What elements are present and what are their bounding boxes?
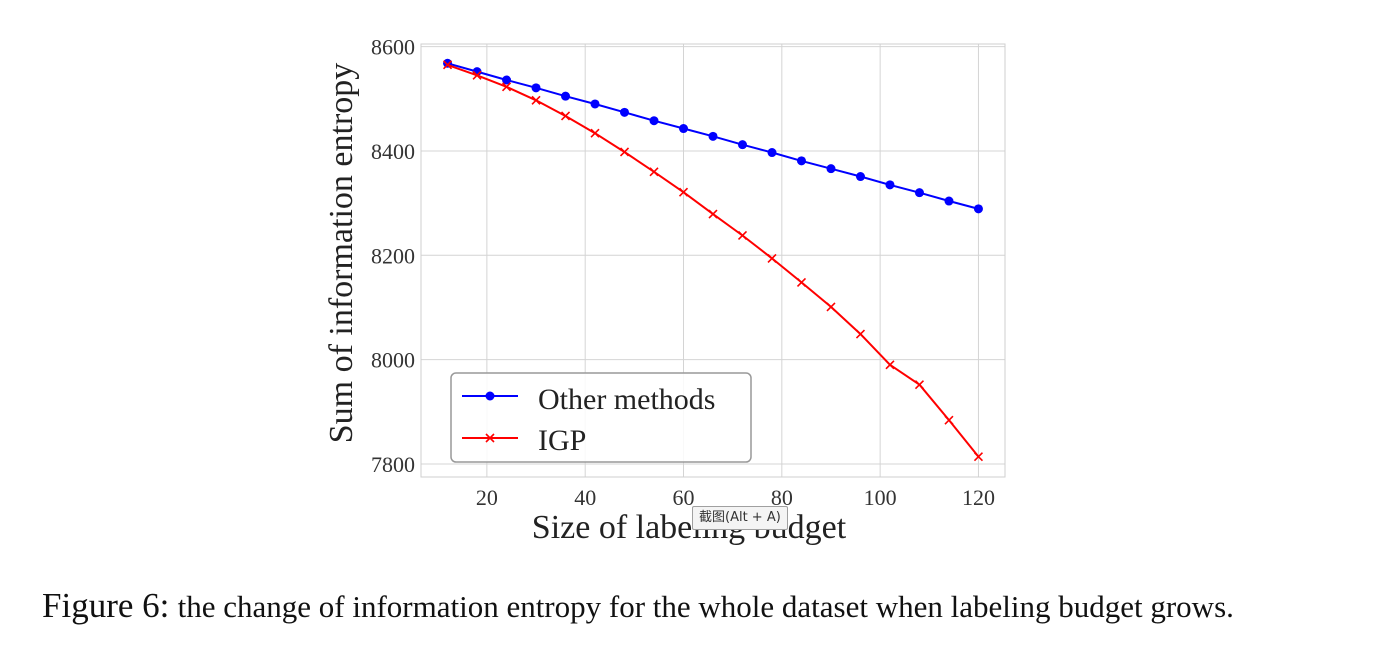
legend-box	[450, 372, 752, 463]
data-point-igp	[855, 329, 866, 339]
data-point-other-methods	[855, 172, 865, 182]
x-axis-ticks: 20 40 60 80 100 120	[476, 485, 995, 510]
y-tick-label: 8000	[371, 348, 415, 373]
data-point-igp	[708, 209, 718, 219]
data-point-other-methods	[796, 156, 806, 166]
data-point-igp	[531, 95, 541, 105]
data-point-other-methods	[531, 83, 541, 93]
legend-label-igp: IGP	[538, 424, 586, 457]
data-point-igp	[472, 70, 482, 80]
x-tick-label: 120	[962, 485, 995, 510]
y-axis-title: Sum of information entropy	[323, 63, 360, 444]
x-tick-label: 80	[771, 485, 793, 510]
line-chart: 20 40 60 80 100 120 7800 8000 8200 8400 8600 Size…	[323, 35, 1006, 546]
data-point-igp	[737, 230, 748, 241]
data-point-other-methods	[649, 116, 659, 126]
series-igp	[442, 60, 984, 462]
data-point-other-methods	[885, 180, 895, 190]
data-point-igp	[767, 253, 777, 263]
y-axis-ticks: 7800 8000 8200 8400 8600	[371, 35, 415, 477]
data-point-igp	[649, 167, 659, 177]
data-point-igp	[501, 82, 512, 92]
data-point-other-methods	[620, 107, 630, 117]
data-point-igp	[973, 452, 984, 462]
data-point-other-methods	[944, 196, 954, 206]
data-point-igp	[826, 302, 836, 312]
data-point-other-methods	[826, 164, 836, 174]
data-point-other-methods	[973, 204, 983, 214]
legend-marker-other-methods	[485, 391, 495, 401]
series-other-methods	[443, 58, 983, 214]
data-point-igp	[796, 277, 807, 287]
x-tick-label: 40	[574, 485, 596, 510]
data-point-other-methods	[679, 124, 689, 134]
legend-marker-igp	[485, 433, 495, 443]
plot-frame	[420, 43, 1006, 478]
figure-caption: Figure 6: the change of information entr…	[42, 586, 1234, 626]
y-tick-label: 8600	[371, 35, 415, 60]
data-point-igp	[442, 60, 453, 70]
y-tick-label: 7800	[371, 452, 415, 477]
x-tick-label: 100	[864, 485, 897, 510]
data-point-igp	[560, 111, 571, 121]
data-point-igp	[678, 187, 689, 197]
data-point-other-methods	[767, 148, 777, 158]
data-point-igp	[944, 415, 954, 425]
data-point-other-methods	[914, 188, 924, 198]
series-layer	[442, 58, 984, 462]
caption-text: the change of information entropy for th…	[177, 589, 1234, 624]
data-point-igp	[619, 147, 630, 157]
data-point-other-methods	[708, 131, 718, 141]
data-point-other-methods	[737, 140, 747, 150]
y-tick-label: 8400	[371, 139, 415, 164]
data-point-other-methods	[590, 99, 600, 109]
x-tick-label: 60	[673, 485, 695, 510]
legend: Other methods IGP	[450, 372, 752, 463]
grid	[421, 44, 1005, 477]
data-point-other-methods	[561, 91, 571, 101]
screenshot-tooltip: 截图(Alt + A)	[692, 506, 788, 530]
data-point-igp	[885, 360, 895, 370]
legend-label-other-methods: Other methods	[538, 383, 715, 416]
data-point-igp	[590, 128, 600, 138]
x-tick-label: 20	[476, 485, 498, 510]
x-axis-title: Size of labeling budget	[532, 509, 847, 546]
data-point-other-methods	[502, 75, 512, 85]
y-tick-label: 8200	[371, 243, 415, 268]
data-point-igp	[914, 380, 925, 390]
caption-label: Figure 6:	[42, 586, 170, 625]
